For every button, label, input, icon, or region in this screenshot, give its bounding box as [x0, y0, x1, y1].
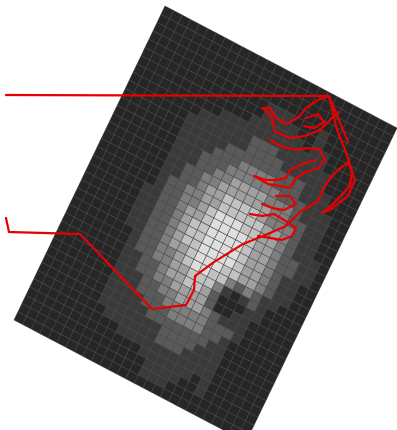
southern-boundary-line [4, 94, 357, 311]
raster-cell [229, 424, 242, 430]
raster-grid [13, 5, 397, 430]
raster-cell [241, 420, 255, 430]
boundary-lines [4, 93, 357, 311]
raster-cell [219, 419, 234, 430]
inner-sound-shoreline [252, 138, 327, 190]
inner-creek-shoreline [260, 194, 298, 212]
inner-river-shoreline [248, 212, 298, 242]
inlet-shoreline [302, 112, 326, 130]
coastline-outer [261, 94, 340, 140]
